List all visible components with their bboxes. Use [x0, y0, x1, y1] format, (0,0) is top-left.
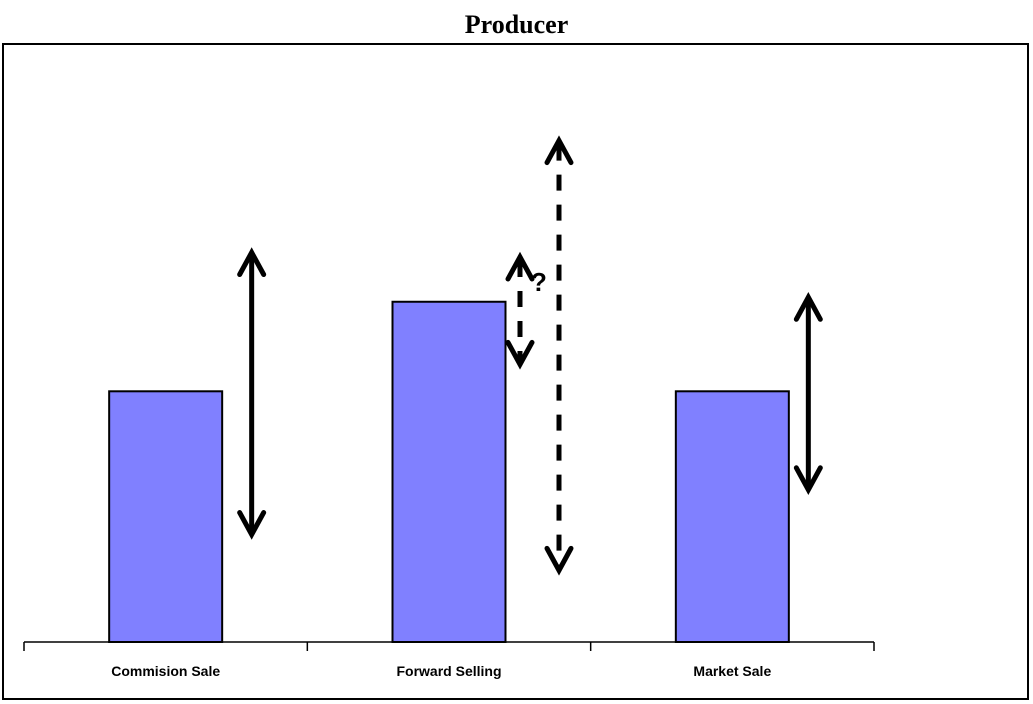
bar: [391, 300, 507, 643]
arrowhead-up: [505, 251, 535, 282]
x-tick-label: Forward Selling: [396, 663, 501, 679]
arrowhead-up: [793, 292, 823, 322]
arrowhead-down: [793, 465, 823, 496]
x-tick-label: Commision Sale: [111, 663, 220, 679]
question-mark-label: ?: [531, 267, 547, 297]
bar: [674, 390, 790, 643]
chart-title: Producer: [464, 10, 569, 39]
bar: [108, 390, 224, 643]
arrowhead-down: [237, 510, 267, 540]
arrowhead-down: [544, 545, 574, 576]
arrowhead-up: [544, 135, 574, 166]
chart-frame: [2, 43, 1029, 700]
x-tick-label: Market Sale: [693, 663, 771, 679]
arrowhead-down: [505, 339, 535, 370]
arrowhead-up: [237, 247, 267, 278]
